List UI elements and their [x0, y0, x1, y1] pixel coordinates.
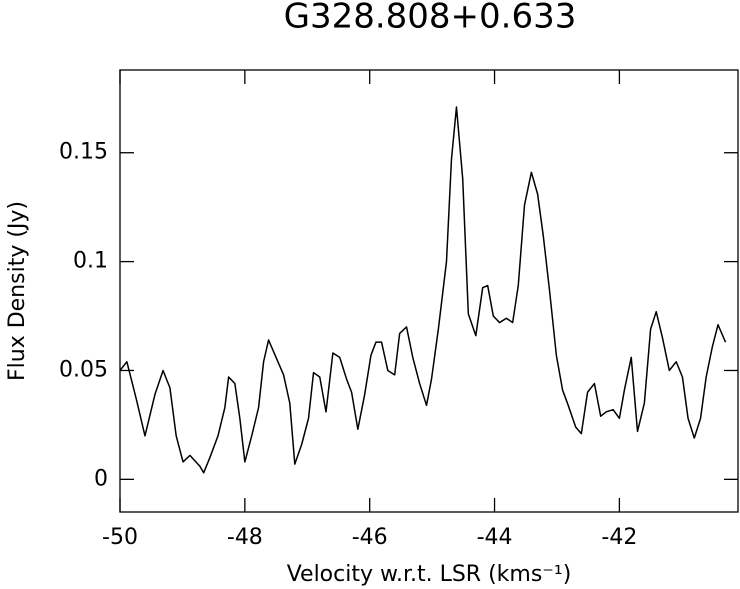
chart-title: G328.808+0.633: [284, 0, 577, 37]
plot-frame: [119, 69, 739, 513]
x-tick-label: -50: [102, 525, 138, 550]
y-tick-label: 0.1: [73, 249, 108, 274]
x-tick-label: -44: [477, 525, 513, 550]
x-axis-label: Velocity w.r.t. LSR (kms⁻¹): [287, 562, 572, 587]
y-tick-label: 0.05: [59, 357, 108, 382]
spectrum-line: [119, 106, 727, 474]
x-tick-label: -42: [601, 525, 637, 550]
y-tick-label: 0.15: [59, 140, 108, 165]
x-tick-label: -48: [227, 525, 263, 550]
x-tick-label: -46: [352, 525, 388, 550]
y-tick-label: 0: [94, 466, 108, 491]
y-axis-label: Flux Density (Jy): [5, 201, 30, 381]
